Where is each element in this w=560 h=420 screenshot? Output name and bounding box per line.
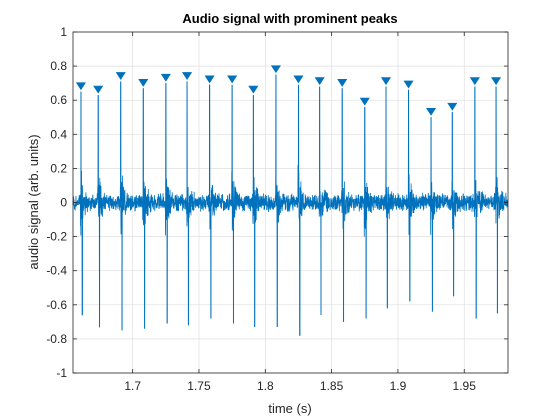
y-tick-label: -0.6 [46,298,67,312]
x-tick-label: 1.9 [390,379,407,393]
peak-marker [469,77,480,86]
peak-marker [160,73,171,82]
x-axis-title: time (s) [268,401,311,416]
peak-marker [359,97,370,106]
peak-marker [204,75,215,84]
y-tick-label: -0.4 [46,264,67,278]
chart-title: Audio signal with prominent peaks [182,11,397,26]
peak-marker [270,65,281,74]
signal-layer [72,74,509,336]
peak-marker [426,107,437,116]
y-tick-label: -0.2 [46,230,67,244]
y-tick-label: -1 [56,366,67,380]
peak-marker [115,72,126,80]
ticks: 1.7 1.75 1.8 1.85 1.9 1.95 -1 -0.8 -0.6 -0.4 -0.2 0… [46,25,508,393]
peak-marker [182,72,193,80]
y-tick-label: 0 [60,196,67,210]
grid [73,31,508,374]
y-tick-label: 0.6 [50,93,67,107]
x-tick-label: 1.85 [320,379,344,393]
peak-marker [403,80,414,89]
peak-marker [314,77,325,86]
peak-marker [380,77,392,86]
peak-marker [337,78,348,87]
peak-marker [447,102,458,111]
x-tick-label: 1.75 [187,379,211,393]
y-tick-label: 0.8 [50,59,67,73]
peak-marker [491,77,502,86]
signal-line [72,74,509,336]
peak-marker [227,75,238,84]
y-tick-label: -0.8 [46,332,67,346]
y-tick-label: 1 [60,25,67,39]
x-tick-label: 1.7 [124,379,141,393]
y-tick-label: 0.4 [50,127,67,141]
peak-marker [138,78,149,87]
y-tick-label: 0.2 [50,161,67,175]
peak-marker [75,82,87,91]
x-tick-label: 1.95 [453,379,477,393]
peak-marker [293,75,304,84]
x-tick-label: 1.8 [257,379,274,393]
peak-marker [248,85,259,94]
peaks-layer [75,65,502,116]
y-axis-title: audio signal (arb. units) [26,134,41,269]
peak-marker [93,85,104,94]
